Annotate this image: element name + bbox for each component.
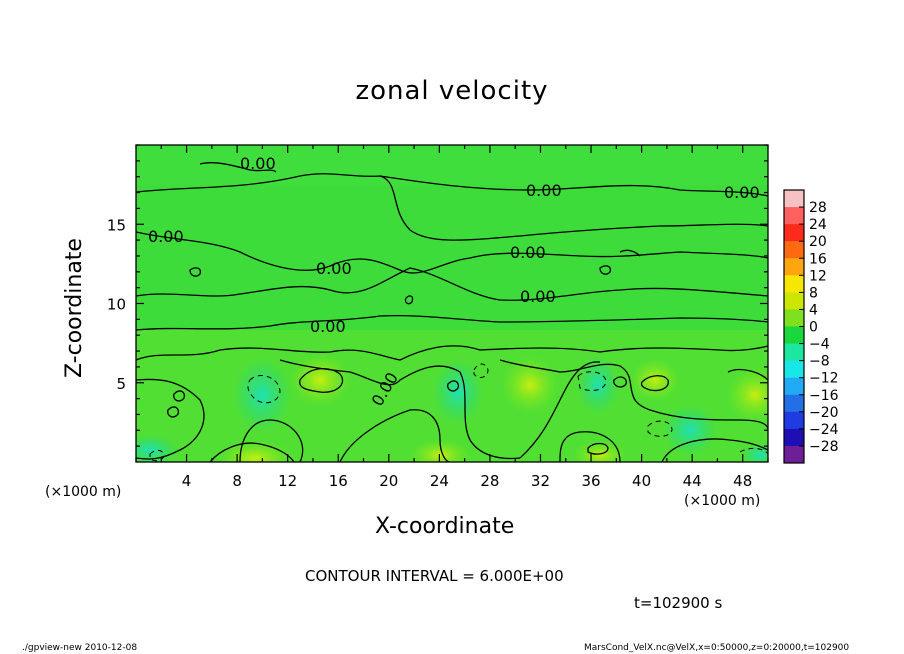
x-tick-label: 36 <box>581 472 600 490</box>
colorbar-swatch <box>784 241 804 259</box>
colorbar-swatch <box>784 275 804 293</box>
contour-label: 0.00 <box>724 183 760 202</box>
x-tick-label: 44 <box>683 472 702 490</box>
y-tick-label: 15 <box>107 216 126 234</box>
colorbar-swatch <box>784 428 804 447</box>
contour-interval-text: CONTOUR INTERVAL = 6.000E+00 <box>305 567 564 585</box>
colorbar-label: −16 <box>809 388 839 404</box>
colorbar-swatch <box>784 190 804 208</box>
colorbar-swatch <box>784 309 804 327</box>
footer-left: ./gpview-new 2010-12-08 <box>22 643 138 653</box>
x-tick-label: 4 <box>182 472 192 490</box>
chart-title: zonal velocity <box>355 76 549 106</box>
colorbar-label: 24 <box>809 217 827 233</box>
colorbar-label: 12 <box>809 268 827 284</box>
x-axis-ticks: 4 8 12 16 20 24 28 32 36 40 44 48 <box>135 145 769 490</box>
x-unit-label-left: (×1000 m) <box>45 484 122 500</box>
colorbar-swatch <box>784 377 804 396</box>
x-tick-label: 20 <box>379 472 398 490</box>
y-tick-label: 5 <box>116 375 126 393</box>
colorbar-label: −28 <box>809 439 839 455</box>
colorbar-label: 0 <box>809 320 818 336</box>
colorbar-label: −4 <box>809 337 830 353</box>
colorbar-label: 16 <box>809 251 827 267</box>
colorbar-label: 8 <box>809 285 818 301</box>
contour-label: 0.00 <box>310 317 346 336</box>
velocity-field <box>136 145 768 462</box>
colorbar-label: −20 <box>809 405 839 421</box>
colorbar-swatch <box>784 394 804 413</box>
colorbar-swatch <box>784 258 804 276</box>
footer-right: MarsCond_VelX.nc@VelX,x=0:50000,z=0:2000… <box>584 643 850 653</box>
x-tick-label: 8 <box>232 472 242 490</box>
contour-labels: 0.00 0.00 0.00 0.00 0.00 0.00 0.00 0.00 … <box>148 154 760 409</box>
x-axis-label: X-coordinate <box>375 514 515 539</box>
colorbar-swatch <box>784 411 804 430</box>
contour-label: 0.00 <box>240 154 276 173</box>
x-tick-label: 12 <box>278 472 297 490</box>
colorbar-label: −12 <box>809 371 839 387</box>
colorbar-swatch <box>784 224 804 242</box>
contour-label: 0.00 <box>520 287 556 306</box>
y-tick-label: 10 <box>107 296 126 314</box>
colorbar-label: 20 <box>809 234 827 250</box>
x-tick-label: 40 <box>632 472 651 490</box>
time-stamp: t=102900 s <box>634 594 723 612</box>
colorbar-swatch <box>784 343 804 362</box>
colorbar-swatch <box>784 292 804 310</box>
x-tick-label: 32 <box>531 472 550 490</box>
x-unit-label-right: (×1000 m) <box>684 493 761 509</box>
y-axis-label: Z-coordinate <box>62 238 87 378</box>
colorbar-label: −24 <box>809 422 839 438</box>
colorbar-swatch <box>784 207 804 225</box>
x-tick-label: 16 <box>329 472 348 490</box>
x-tick-label: 48 <box>733 472 752 490</box>
contour-lines <box>136 162 768 462</box>
x-tick-label: 28 <box>480 472 499 490</box>
contour-label: 0.00 <box>510 243 546 262</box>
colorbar-label: 4 <box>809 302 818 318</box>
contour-label: 0.00 <box>526 181 562 200</box>
colorbar-swatch <box>784 326 804 345</box>
contour-label: 0.00 <box>148 227 184 246</box>
colorbar-swatch <box>784 360 804 379</box>
x-tick-label: 24 <box>430 472 449 490</box>
colorbar-label: −8 <box>809 354 830 370</box>
colorbar-swatch <box>784 445 804 464</box>
y-axis-ticks: 5 10 15 <box>107 144 768 447</box>
colorbar-label: 28 <box>809 200 827 216</box>
negative-contours <box>149 363 768 462</box>
contour-label: 0.00 <box>316 259 352 278</box>
